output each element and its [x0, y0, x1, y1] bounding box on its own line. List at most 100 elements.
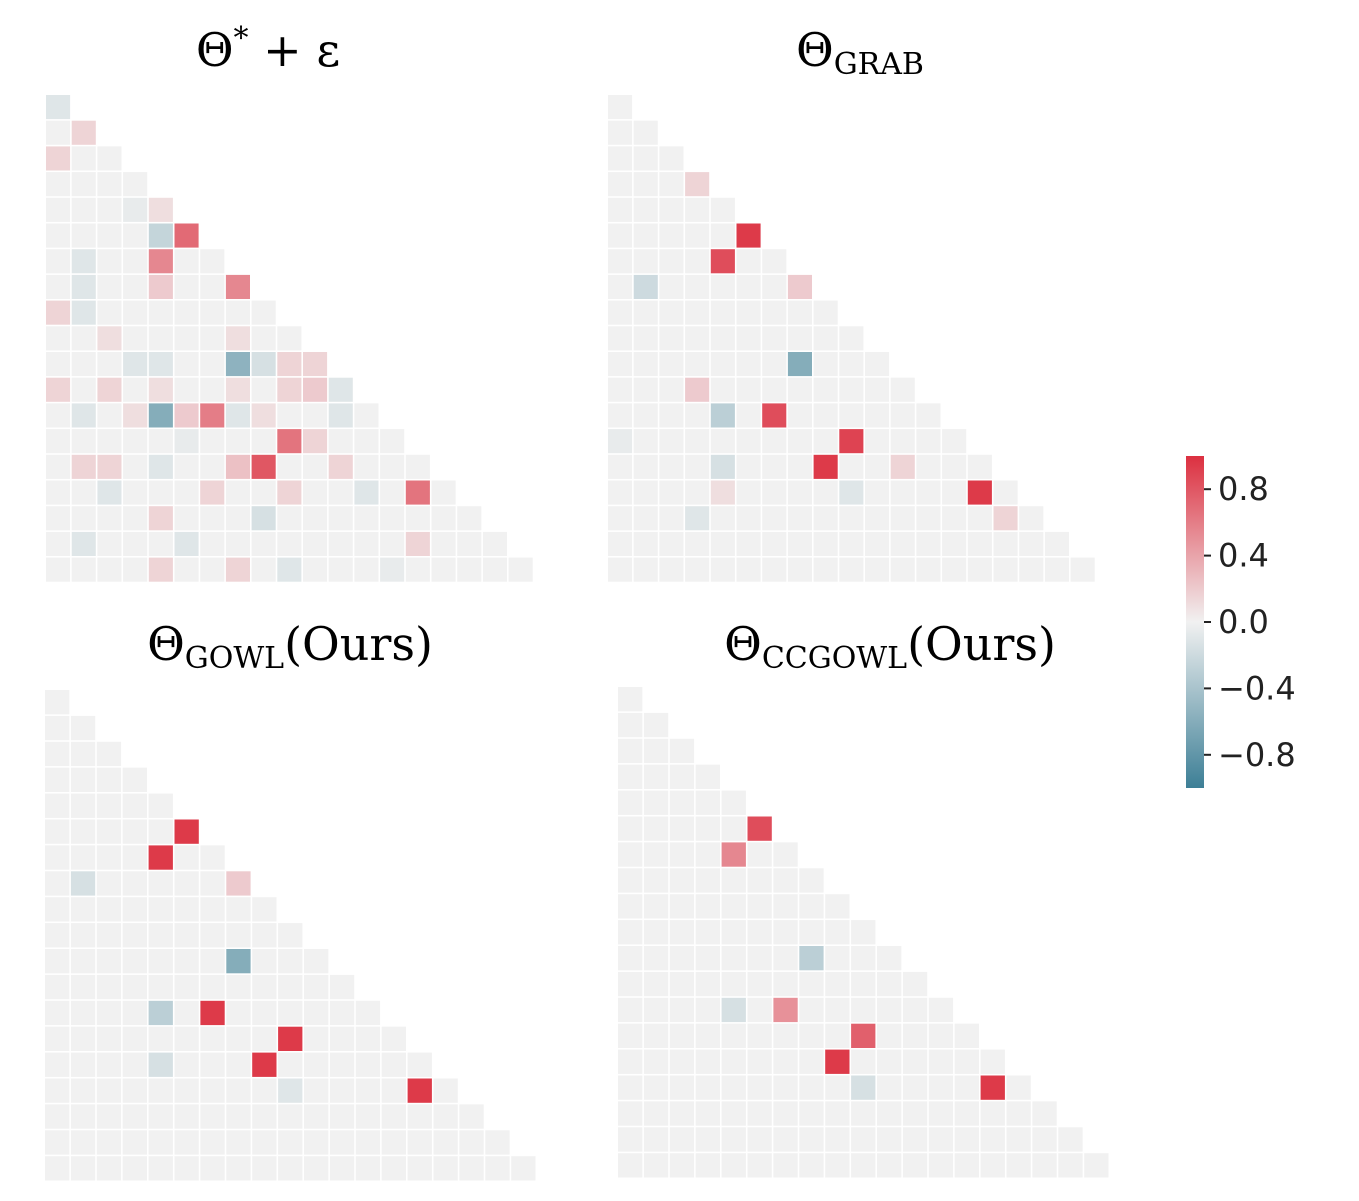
heatmap-cell: [773, 997, 798, 1023]
heatmap-cell: [618, 997, 643, 1023]
heatmap-cell: [252, 897, 277, 922]
heatmap-cell: [45, 819, 70, 844]
heatmap-cell: [46, 480, 71, 505]
heatmap-cell: [669, 1049, 695, 1074]
heatmap-cell: [200, 429, 225, 454]
colorbar: [1186, 456, 1204, 788]
heatmap-cell: [890, 557, 915, 582]
heatmap-cell: [659, 274, 684, 299]
heatmap-cell: [813, 454, 838, 479]
heatmap-cell: [643, 790, 669, 815]
heatmap-cell: [380, 531, 405, 556]
heatmap-cell: [669, 1127, 695, 1152]
heatmap-cell: [457, 506, 482, 531]
heatmap-cell: [685, 300, 710, 325]
heatmap-cell: [174, 377, 199, 402]
heatmap-cell: [70, 1156, 96, 1181]
heatmap-cell: [433, 1156, 458, 1181]
heatmap-cell: [877, 1075, 902, 1100]
heatmap-cell: [355, 1104, 381, 1129]
heatmap-cell: [618, 738, 643, 764]
heatmap-cell: [851, 1127, 876, 1152]
heatmap-cell: [980, 1049, 1005, 1074]
heatmap-cell: [747, 1101, 772, 1126]
heatmap-cell: [799, 1101, 824, 1126]
heatmap-cell: [174, 949, 199, 974]
heatmap-cell: [123, 531, 148, 556]
heatmap-cell: [97, 352, 122, 377]
heatmap-cell: [46, 531, 71, 556]
heatmap-cell: [736, 531, 761, 556]
heatmap-cell: [799, 946, 824, 971]
heatmap-cell: [839, 480, 864, 505]
heatmap-cell: [71, 480, 96, 505]
heatmap-cell: [148, 557, 173, 582]
heatmap-cell: [799, 868, 824, 893]
heatmap-cell: [695, 971, 720, 997]
heatmap-cell: [71, 377, 96, 402]
heatmap-cell: [721, 790, 746, 815]
heatmap-cell: [226, 1130, 251, 1155]
heatmap-cell: [200, 1156, 225, 1181]
heatmap-cell: [736, 557, 761, 582]
heatmap-cell: [252, 974, 277, 1000]
heatmap-cell: [278, 1026, 303, 1051]
heatmap-cell: [252, 1026, 277, 1051]
heatmap-cell: [70, 767, 96, 792]
heatmap-cell: [96, 1026, 122, 1051]
heatmap-cell: [225, 454, 250, 479]
heatmap-cell: [813, 300, 838, 325]
heatmap-cell: [942, 531, 967, 556]
heatmap-cell: [618, 687, 643, 712]
heatmap-cell: [890, 531, 915, 556]
heatmap-cell: [695, 894, 720, 919]
heatmap-cell: [252, 1000, 277, 1026]
heatmap-cell: [252, 1130, 277, 1155]
heatmap-cell: [799, 971, 824, 997]
heatmap-cell: [45, 1000, 70, 1026]
heatmap-cell: [200, 531, 225, 556]
heatmap-cell: [721, 971, 746, 997]
heatmap-cell: [659, 249, 684, 274]
heatmap-cell: [329, 1026, 355, 1051]
heatmap-cell: [669, 946, 695, 971]
heatmap-cell: [839, 429, 864, 454]
heatmap-cell: [633, 454, 658, 479]
heatmap-cell: [773, 842, 798, 867]
heatmap-cell: [643, 946, 669, 971]
heatmap-cell: [762, 326, 787, 351]
heatmap-cell: [148, 1052, 173, 1077]
heatmap-cell: [508, 557, 533, 582]
heatmap-cell: [278, 949, 303, 974]
heatmap-cell: [96, 974, 122, 1000]
heatmap-cell: [251, 403, 276, 428]
heatmap-cell: [659, 429, 684, 454]
heatmap-cell: [787, 557, 812, 582]
heatmap-cell: [252, 1052, 277, 1077]
heatmap-cell: [747, 997, 772, 1023]
heatmap-cell: [174, 403, 199, 428]
heatmap-cell: [890, 429, 915, 454]
heatmap-cell: [277, 403, 302, 428]
heatmap-cell: [695, 1049, 720, 1074]
heatmap-cell: [46, 197, 71, 222]
heatmap-cell: [200, 249, 225, 274]
heatmap-cell: [482, 557, 507, 582]
heatmap-cell: [200, 506, 225, 531]
heatmap-cell: [618, 971, 643, 997]
heatmap-cell: [148, 377, 173, 402]
heatmap-cell: [954, 1127, 979, 1152]
heatmap-cell: [825, 1049, 850, 1074]
heatmap-cell: [608, 429, 633, 454]
heatmap-cell: [433, 1078, 458, 1103]
heatmap-cell: [813, 531, 838, 556]
heatmap-cell: [45, 1052, 70, 1077]
heatmap-cell: [633, 480, 658, 505]
heatmap-cell: [736, 429, 761, 454]
heatmap-cell: [608, 403, 633, 428]
heatmap-cell: [633, 120, 658, 145]
heatmap-cell: [633, 506, 658, 531]
heatmap-cell: [747, 842, 772, 867]
heatmap-cell: [736, 274, 761, 299]
